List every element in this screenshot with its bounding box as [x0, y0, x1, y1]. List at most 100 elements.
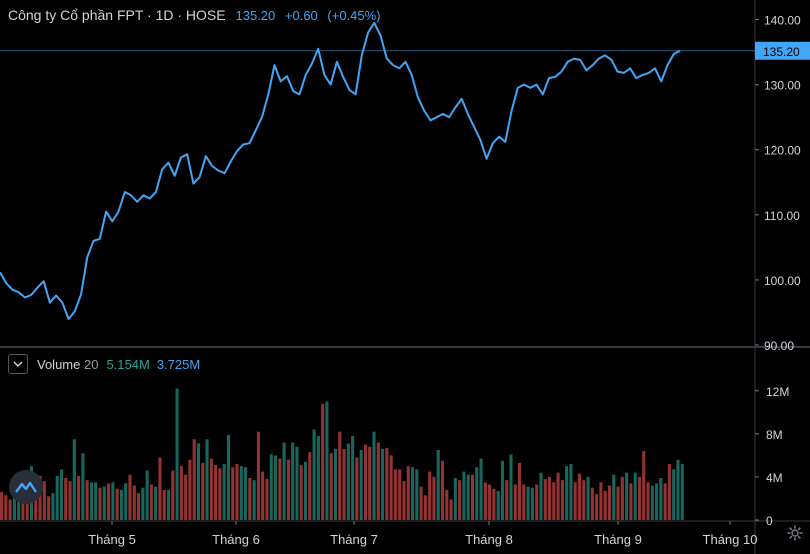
volume-bar [291, 442, 295, 520]
volume-bar [282, 442, 286, 520]
volume-bar [12, 489, 16, 520]
volume-bar [59, 469, 64, 520]
volume-bar [646, 482, 650, 520]
volume-bar [94, 482, 98, 520]
logo-icon[interactable] [9, 470, 43, 504]
time-tick-label: Tháng 8 [465, 532, 513, 547]
volume-bar [8, 499, 12, 520]
volume-bar [582, 480, 586, 520]
volume-bar [274, 455, 278, 520]
header-values: 135.20 +0.60 (+0.45%) [236, 8, 387, 23]
volume-bar [205, 439, 209, 520]
volume-bar [184, 474, 188, 520]
volume-bar [72, 439, 76, 520]
volume-bar [166, 489, 171, 520]
volume-bar [667, 464, 671, 520]
volume-bar [475, 467, 479, 520]
price-tick-label: 90.00 [764, 339, 794, 353]
volume-bar [509, 454, 513, 520]
volume-bar [389, 455, 393, 520]
volume-bar [552, 482, 556, 520]
volume-bar [642, 451, 646, 520]
volume-bar [428, 471, 432, 520]
volume-bar [492, 488, 496, 520]
volume-bar [64, 478, 68, 520]
volume-bar [295, 446, 299, 520]
volume-bar [466, 474, 470, 520]
volume-bar [548, 476, 552, 520]
volume-bar [218, 468, 222, 520]
last-price-tag [755, 41, 810, 60]
volume-bar [98, 487, 102, 520]
volume-bar [470, 474, 475, 520]
last-price: 135.20 [235, 8, 276, 23]
volume-bar [655, 483, 659, 520]
volume-bar [573, 482, 577, 520]
volume-bar [616, 486, 620, 520]
volume-bar [500, 460, 504, 520]
volume-bar [590, 487, 594, 520]
volume-bar [650, 485, 654, 520]
volume-bar [119, 489, 123, 520]
chart-header: Công ty Cổ phần FPT · 1D · HOSE 135.20 +… [8, 7, 387, 23]
volume-bar [526, 486, 530, 520]
volume-bar [402, 481, 406, 520]
volume-bar [42, 481, 46, 520]
volume-bar [663, 483, 667, 520]
volume-bar [235, 464, 239, 520]
volume-bar [68, 481, 72, 520]
last-price-tag-label: 135.20 [763, 45, 800, 59]
mountain-icon [15, 481, 37, 493]
volume-tick-label: 0 [766, 514, 773, 528]
volume-bar [659, 478, 663, 520]
gear-icon[interactable] [786, 524, 804, 542]
volume-bar [496, 490, 500, 520]
volume-bar [269, 454, 273, 520]
symbol-title: Công ty Cổ phần FPT · 1D · HOSE [8, 7, 226, 23]
volume-bar [128, 474, 132, 520]
volume-bar [115, 488, 119, 520]
volume-bar [34, 496, 38, 520]
volume-bar [359, 450, 363, 520]
volume-bar [586, 476, 590, 520]
volume-bar [483, 482, 487, 520]
price-series-line [0, 21, 681, 320]
volume-bar [192, 439, 196, 520]
volume-label-text: Volume [37, 356, 81, 372]
volume-bar [38, 475, 42, 520]
volume-bar [175, 388, 179, 520]
volume-bar [162, 489, 166, 520]
price-tick-label: 120.00 [764, 144, 801, 158]
volume-bar [535, 484, 539, 520]
volume-bar [449, 499, 453, 520]
volume-bar [299, 465, 303, 520]
volume-bar [107, 483, 111, 520]
volume-value-2: 3.725M [156, 356, 201, 372]
volume-bar [4, 495, 8, 520]
volume-bar [81, 453, 85, 520]
volume-bar [398, 469, 402, 520]
volume-bar [124, 483, 128, 520]
volume-bar [252, 480, 256, 520]
volume-bar [85, 480, 89, 520]
volume-bar [680, 464, 684, 520]
volume-bar [522, 484, 526, 520]
volume-bar [436, 450, 440, 520]
time-tick-label: Tháng 5 [88, 532, 136, 547]
volume-bar [423, 495, 427, 520]
volume-bar [0, 492, 4, 520]
volume-bar [77, 475, 81, 520]
volume-bar [158, 457, 162, 520]
volume-bar [445, 489, 449, 520]
volume-bar [381, 448, 385, 520]
volume-legend: Volume 20 5.154M 3.725M [8, 354, 200, 374]
collapse-button[interactable] [8, 354, 28, 374]
volume-tick-label: 8M [766, 428, 783, 442]
volume-bar [419, 486, 423, 520]
volume-bar [222, 464, 226, 520]
volume-bar [312, 429, 316, 520]
volume-bar [248, 478, 252, 520]
volume-bar [385, 447, 389, 520]
volume-bar [137, 493, 141, 520]
